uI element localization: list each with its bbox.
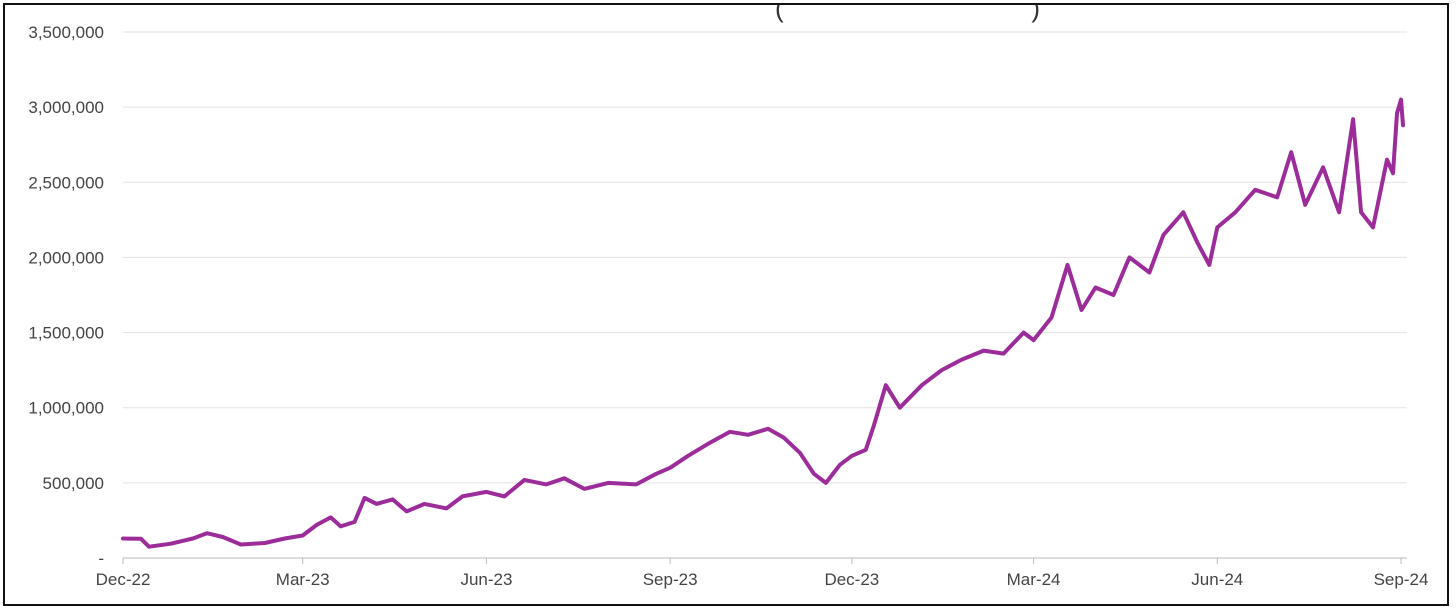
y-tick-label: - xyxy=(98,549,104,568)
x-tick-label: Sep-24 xyxy=(1374,570,1429,589)
y-tick-label: 3,000,000 xyxy=(28,98,104,117)
y-tick-label: 3,500,000 xyxy=(28,23,104,42)
line-chart: 3,500,000 3,000,000 2,500,000 2,000,000 1,50… xyxy=(28,23,1429,589)
x-axis: Dec-22 Mar-23 Jun-23 Sep-23 Dec-23 Mar-24 Jun-… xyxy=(96,557,1429,589)
x-tick-label: Jun-23 xyxy=(460,570,512,589)
y-tick-label: 2,000,000 xyxy=(28,248,104,267)
x-tick-label: Dec-23 xyxy=(824,570,879,589)
x-tick-label: Jun-24 xyxy=(1191,570,1243,589)
chart-frame: ( ) 3,500,000 3,000,000 2,500,000 2,000,000… xyxy=(3,3,1449,606)
y-tick-label: 500,000 xyxy=(43,474,104,493)
x-tick-label: Mar-24 xyxy=(1007,570,1061,589)
grid-lines xyxy=(123,31,1407,484)
y-tick-label: 1,000,000 xyxy=(28,399,104,418)
x-tick-label: Dec-22 xyxy=(96,570,151,589)
y-tick-label: 2,500,000 xyxy=(28,173,104,192)
series-group xyxy=(121,97,1405,549)
x-tick-label: Sep-23 xyxy=(643,570,698,589)
y-axis-labels: 3,500,000 3,000,000 2,500,000 2,000,000 1,50… xyxy=(28,23,104,568)
series-line xyxy=(121,97,1405,549)
chart-title-fragment: ( ) xyxy=(775,3,1042,23)
x-tick-label: Mar-23 xyxy=(276,570,330,589)
y-tick-label: 1,500,000 xyxy=(28,324,104,343)
